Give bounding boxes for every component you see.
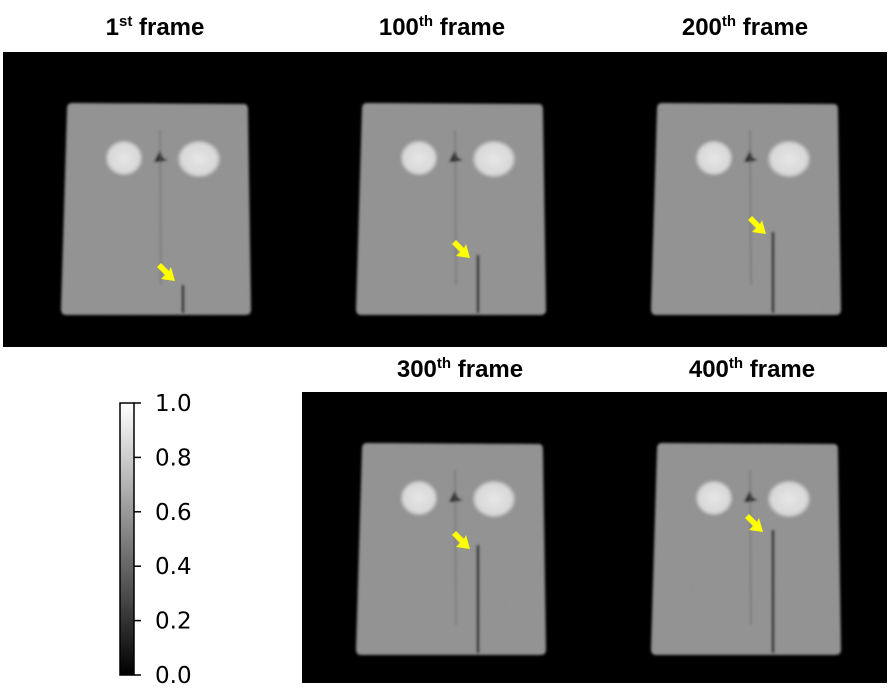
phantom <box>61 103 251 315</box>
frame-title: 100th frame <box>379 13 505 41</box>
right-disc <box>472 480 516 518</box>
left-disc <box>695 480 733 516</box>
left-disc <box>400 140 438 176</box>
left-disc <box>400 480 438 516</box>
yellow-arrow-icon <box>745 514 763 532</box>
left-disc <box>695 140 733 176</box>
frame-title: 200th frame <box>682 13 808 41</box>
yellow-arrow-icon <box>452 531 470 549</box>
yellow-arrow-icon <box>748 216 766 234</box>
yellow-arrow-icon <box>452 240 470 258</box>
frame-title: 400th frame <box>689 355 815 383</box>
left-disc <box>105 140 143 176</box>
colorbar-tick-label: 0.2 <box>155 609 192 635</box>
mri-frame-300 <box>356 443 546 655</box>
mri-frame-1 <box>61 103 251 315</box>
phantom <box>651 103 841 315</box>
frame-title: 300th frame <box>397 355 523 383</box>
colorbar: 0.0 0.2 0.4 0.6 0.8 1.0 <box>119 391 192 689</box>
mri-frame-400 <box>651 443 841 655</box>
colorbar-tick-label: 1.0 <box>155 391 192 417</box>
right-disc <box>177 140 221 178</box>
mri-frame-100 <box>356 103 546 315</box>
frame-title: 1st frame <box>106 13 205 41</box>
colorbar-gradient <box>119 402 135 676</box>
right-disc <box>767 140 811 178</box>
right-disc <box>767 480 811 518</box>
colorbar-tick-label: 0.4 <box>155 554 192 580</box>
yellow-arrow-icon <box>157 263 175 281</box>
phantom <box>356 103 546 315</box>
right-disc <box>472 140 516 178</box>
colorbar-tick-label: 0.6 <box>155 500 192 526</box>
phantom <box>651 443 841 655</box>
colorbar-tick-label: 0.8 <box>155 445 192 471</box>
mri-frame-200 <box>651 103 841 315</box>
colorbar-tick-label: 0.0 <box>155 663 192 689</box>
phantom <box>356 443 546 655</box>
